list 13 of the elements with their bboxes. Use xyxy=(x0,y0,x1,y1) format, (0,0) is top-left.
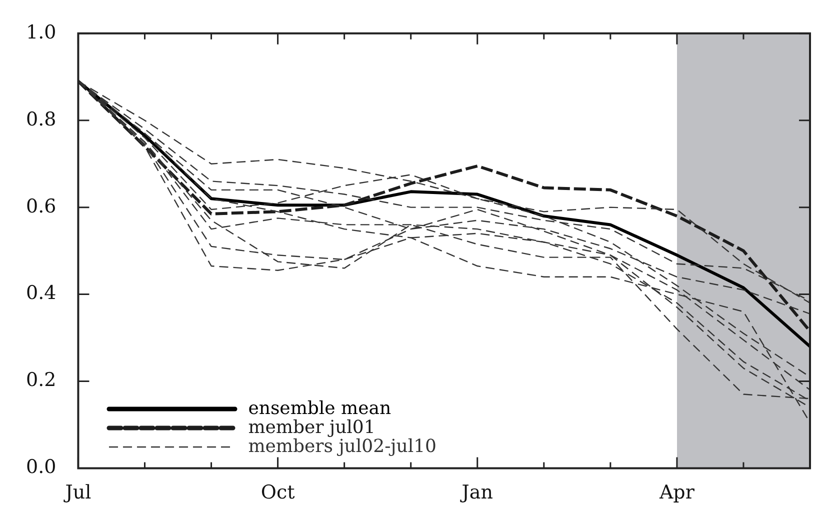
text: member jul01 xyxy=(248,417,376,438)
x-tick-label: Oct xyxy=(260,482,296,504)
y-tick-label: 0.0 xyxy=(26,456,56,478)
x-tick-label: Apr xyxy=(658,482,696,504)
y-tick-label: 0.8 xyxy=(26,108,56,130)
text: members jul02-jul10 xyxy=(248,436,436,458)
y-tick-label: 0.4 xyxy=(26,282,56,304)
y-tick-label: 0.6 xyxy=(26,195,56,218)
y-tick-label: 0.2 xyxy=(26,369,56,392)
x-tick-label: Jul xyxy=(63,482,92,504)
y-tick-label: 1.0 xyxy=(26,21,56,44)
x-tick-label: Jan xyxy=(460,482,493,504)
text: ensemble mean xyxy=(248,398,392,420)
